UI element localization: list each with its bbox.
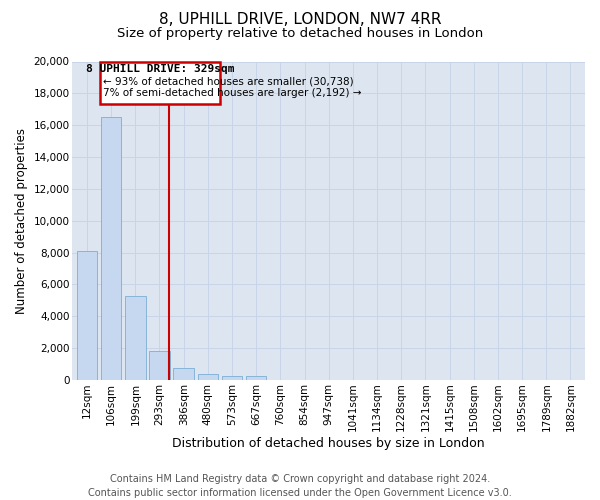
Bar: [246, 376, 266, 380]
Bar: [173, 368, 194, 380]
Text: Contains HM Land Registry data © Crown copyright and database right 2024.
Contai: Contains HM Land Registry data © Crown c…: [88, 474, 512, 498]
Text: ← 93% of detached houses are smaller (30,738): ← 93% of detached houses are smaller (30…: [103, 76, 354, 86]
Text: 7% of semi-detached houses are larger (2,192) →: 7% of semi-detached houses are larger (2…: [103, 88, 362, 99]
Bar: [222, 376, 242, 380]
Text: 8, UPHILL DRIVE, LONDON, NW7 4RR: 8, UPHILL DRIVE, LONDON, NW7 4RR: [159, 12, 441, 28]
Text: 8 UPHILL DRIVE: 329sqm: 8 UPHILL DRIVE: 329sqm: [86, 64, 235, 74]
Text: Size of property relative to detached houses in London: Size of property relative to detached ho…: [117, 28, 483, 40]
Bar: [149, 352, 170, 380]
Bar: [125, 296, 146, 380]
Bar: [197, 374, 218, 380]
Bar: [101, 117, 121, 380]
Y-axis label: Number of detached properties: Number of detached properties: [15, 128, 28, 314]
Bar: [77, 251, 97, 380]
FancyBboxPatch shape: [100, 62, 220, 104]
X-axis label: Distribution of detached houses by size in London: Distribution of detached houses by size …: [172, 437, 485, 450]
